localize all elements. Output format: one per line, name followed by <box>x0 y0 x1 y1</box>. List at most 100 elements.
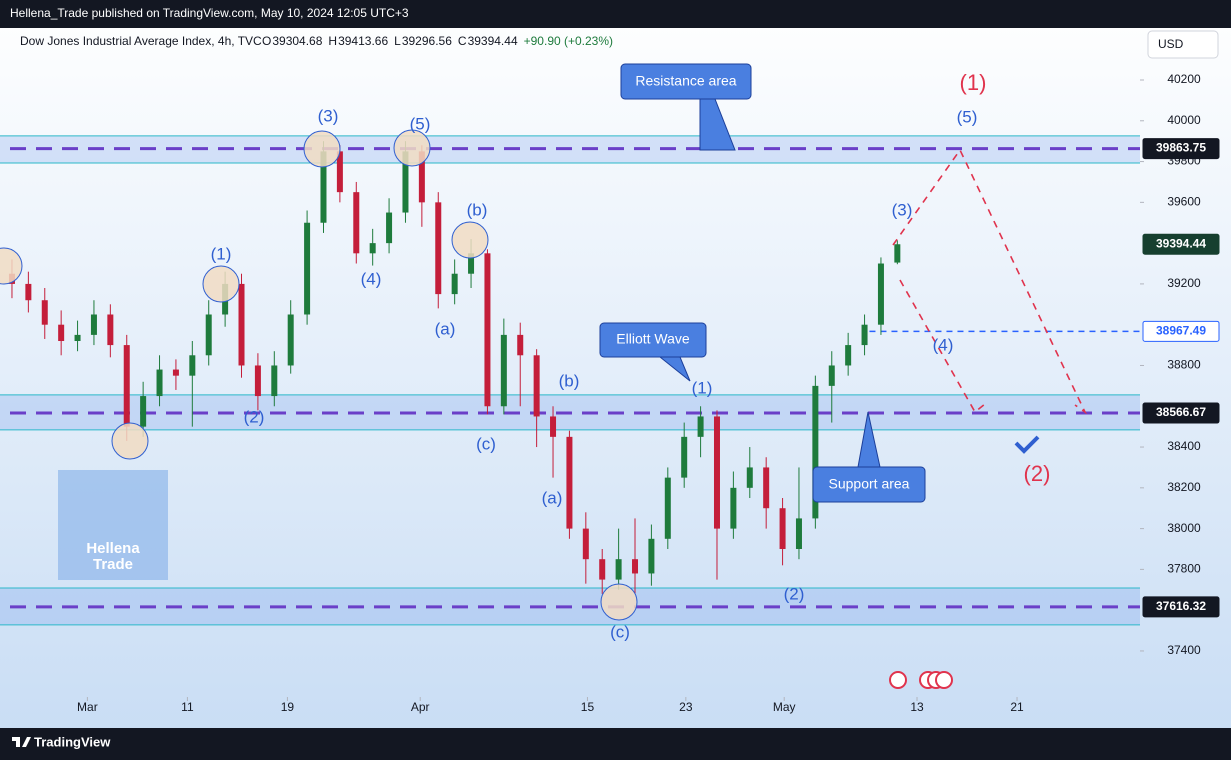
legend-value: 39296.56 <box>402 34 452 48</box>
candle-body <box>795 518 802 549</box>
wave-circle <box>303 130 341 168</box>
y-tick-label: 37800 <box>1167 562 1201 576</box>
price-label-box <box>1142 402 1220 424</box>
candle-body <box>386 212 393 244</box>
wave-label: (a) <box>435 319 456 338</box>
legend-key: O <box>262 34 271 48</box>
candle-body <box>615 559 622 580</box>
candle-body <box>812 385 819 519</box>
wave-circle <box>600 583 638 621</box>
candle-body <box>254 365 261 397</box>
candle-body <box>123 345 130 427</box>
callout-text: Resistance area <box>635 73 736 89</box>
candle-body <box>156 369 163 397</box>
candle-body <box>140 396 147 427</box>
candle-body <box>320 151 327 223</box>
wave-label: (b) <box>467 200 488 219</box>
wave-label: (1) <box>211 244 232 263</box>
price-label: 39863.75 <box>1156 141 1206 155</box>
candle-body <box>828 365 835 386</box>
candle-body <box>533 355 540 417</box>
price-label-box <box>1142 596 1220 618</box>
x-tick-label: 23 <box>679 700 693 714</box>
y-tick-label: 39200 <box>1167 276 1201 290</box>
callout-box <box>812 466 926 503</box>
candle-body <box>238 283 245 366</box>
candle-body <box>599 559 606 580</box>
y-tick-label: 39600 <box>1167 195 1201 209</box>
wave-circle <box>451 221 489 259</box>
x-tick-label: 15 <box>581 700 595 714</box>
callout-text: Elliott Wave <box>616 331 690 347</box>
wave-label: (2) <box>784 584 805 603</box>
candle-body <box>763 467 770 509</box>
candle-body <box>271 365 278 397</box>
candle-body <box>746 467 753 488</box>
candle-body <box>517 334 524 356</box>
wave-circle <box>111 422 149 460</box>
currency[interactable]: USD <box>1158 37 1184 51</box>
header-text: Hellena_Trade published on TradingView.c… <box>10 6 409 20</box>
candle-body <box>205 314 212 356</box>
candle-body <box>107 314 114 346</box>
candle-body <box>861 324 868 346</box>
projection-line <box>899 279 986 414</box>
projection-line <box>892 148 1088 415</box>
wave-label: (4) <box>361 269 382 288</box>
drawings: Hellena Trade <box>0 63 1088 689</box>
x-tick-label: 21 <box>1010 700 1024 714</box>
candle-body <box>468 253 475 274</box>
x-tick-label: 11 <box>181 700 194 714</box>
candle-body <box>58 324 65 342</box>
currency-button[interactable] <box>1147 30 1219 59</box>
wave-label: (3) <box>318 106 339 125</box>
price-label: 38566.67 <box>1156 405 1206 419</box>
legend-key: L <box>394 34 401 48</box>
footer-text: TradingView <box>34 734 111 749</box>
candle-body <box>632 559 639 574</box>
candle-body <box>697 416 704 437</box>
logo-text: Trade <box>93 556 133 573</box>
candle-body <box>287 314 294 366</box>
wave-circle <box>393 129 431 167</box>
price-label-box <box>1142 320 1220 342</box>
wave-label: (5) <box>957 107 978 126</box>
legend-name: Dow Jones Industrial Average Index, 4h, … <box>20 34 262 48</box>
price-label-box <box>1142 138 1220 160</box>
x-tick-label: 13 <box>910 700 924 714</box>
legend-change: +90.90 (+0.23%) <box>524 34 613 48</box>
candle-body <box>500 334 507 407</box>
candle-body <box>172 369 179 376</box>
candle-body <box>894 244 901 263</box>
candle-body <box>90 314 97 335</box>
x-tick-label: Mar <box>77 700 98 714</box>
candle-body <box>550 416 557 437</box>
callout-box <box>599 322 707 358</box>
wave-label: (1) <box>692 378 713 397</box>
candle-body <box>681 436 688 478</box>
y-tick-label: 37400 <box>1167 643 1201 657</box>
event-flag <box>935 671 953 689</box>
legend-value: 39304.68 <box>272 34 322 48</box>
x-tick-label: Apr <box>411 700 430 714</box>
legend-key: C <box>458 34 467 48</box>
x-tick-label: May <box>773 700 796 714</box>
candle-body <box>779 508 786 549</box>
wave-label: (1) <box>960 70 987 95</box>
candle-body <box>664 477 671 539</box>
candle-body <box>418 151 425 203</box>
wave-label: (4) <box>933 335 954 354</box>
wave-label: (a) <box>542 488 563 507</box>
footer-logo <box>12 737 31 747</box>
x-tick-label: 19 <box>281 700 295 714</box>
candle-body <box>451 273 458 295</box>
footer-bar <box>0 728 1231 760</box>
logo-text: Hellena <box>86 540 140 557</box>
y-tick-label: 38800 <box>1167 358 1201 372</box>
callout-box <box>620 63 752 100</box>
wave-label: (b) <box>559 371 580 390</box>
y-tick-label: 38400 <box>1167 439 1201 453</box>
legend-key: H <box>328 34 337 48</box>
y-tick-label: 38000 <box>1167 521 1201 535</box>
